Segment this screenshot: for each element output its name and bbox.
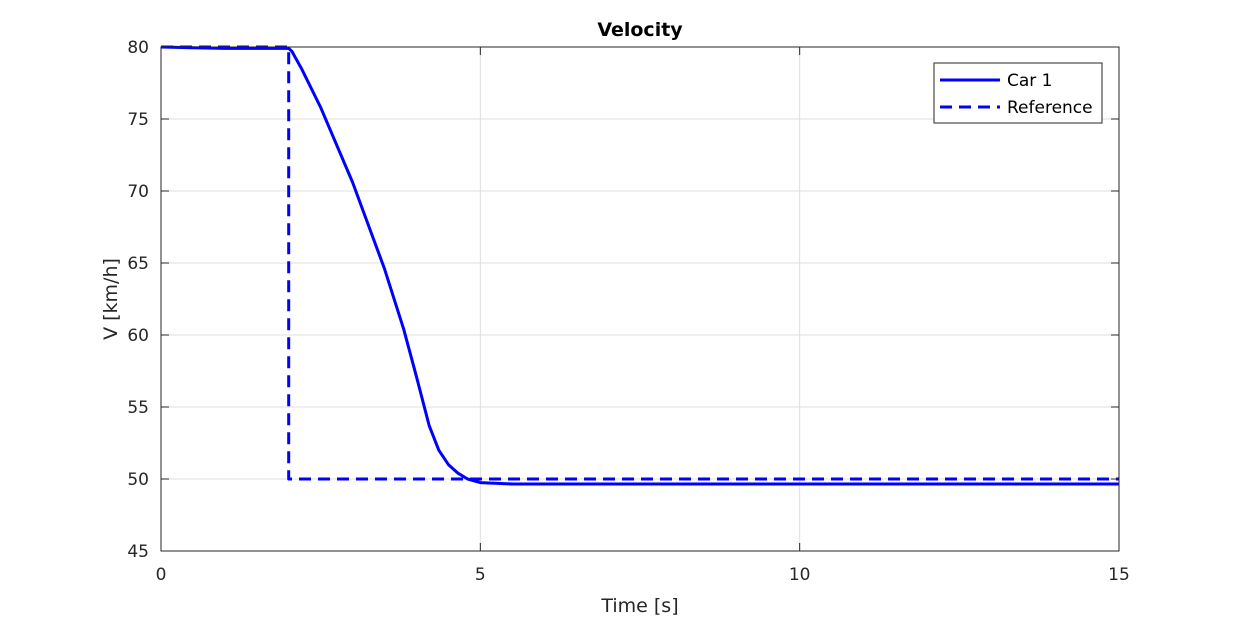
legend: Car 1 Reference <box>933 62 1103 124</box>
x-tick-label: 15 <box>1108 565 1130 585</box>
chart-title: Velocity <box>597 19 683 41</box>
x-axis-label: Time [s] <box>600 595 678 617</box>
x-tick-label: 10 <box>789 565 811 585</box>
x-tick-label: 0 <box>156 565 167 585</box>
legend-box <box>933 62 1103 124</box>
y-tick-label: 45 <box>127 542 149 562</box>
y-tick-label: 60 <box>127 326 149 346</box>
y-tick-label: 70 <box>127 182 149 202</box>
y-tick-label: 50 <box>127 470 149 490</box>
legend-label-reference: Reference <box>1007 98 1093 118</box>
plot-frame <box>160 46 1120 552</box>
x-tick-label: 5 <box>475 565 486 585</box>
y-tick-label: 80 <box>127 38 149 58</box>
y-tick-label: 55 <box>127 398 149 418</box>
y-tick-label: 75 <box>127 110 149 130</box>
ticks: 0 5 10 15 45 50 55 60 65 70 75 80 <box>127 38 1129 585</box>
y-axis-label: V [km/h] <box>100 258 122 340</box>
y-tick-label: 65 <box>127 254 149 274</box>
legend-label-car-1: Car 1 <box>1007 71 1053 91</box>
